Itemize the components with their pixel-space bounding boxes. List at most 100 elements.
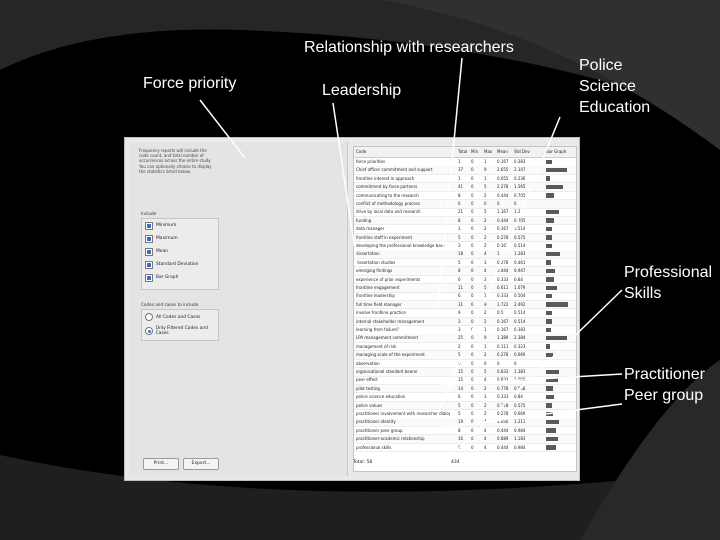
max-cell: 3 [484, 259, 487, 265]
sd-cell: 0.514 [514, 226, 526, 232]
include-option[interactable]: Maximum [142, 232, 218, 245]
code-cell: communicating to the research [356, 192, 419, 198]
table-row[interactable]: management of risk 2 0 1 0.111 0.323 [354, 343, 576, 352]
code-cell: conflict of methodology process [356, 201, 420, 206]
mean-cell: 0.333 [497, 276, 509, 282]
table-row[interactable]: drive by local data and research 21 0 5 1.16… [354, 208, 576, 217]
table-row[interactable]: dissertation 18 0 4 1 1.283 [354, 250, 576, 259]
table-row[interactable]: frontline interest in approach 1 0 1 0.055 0.… [354, 175, 576, 184]
total-cell: 16 [458, 436, 464, 442]
table-row[interactable]: full time field manager 31 0 9 1.722 2.492 [354, 300, 576, 310]
table-row[interactable]: internal stakeholder management 3 0 2 0.167 0… [354, 317, 576, 327]
column-header[interactable]: Max [484, 149, 493, 154]
table-row[interactable]: peer effect 15 0 4 0.833 1.098 [354, 376, 576, 385]
bar-graph-mark [546, 302, 568, 307]
sd-cell: 1.079 [514, 285, 526, 290]
include-group: Minimum Maximum Mean Standard Deviation Bar … [141, 218, 219, 290]
column-header[interactable]: Total [458, 149, 468, 154]
table-row[interactable]: LPA management commitment 25 0 9 1.389 2.384 [354, 334, 576, 343]
bar-graph-mark [546, 369, 560, 374]
table-row[interactable]: practitioner-academic relationship 16 0 4 0.… [354, 435, 576, 444]
mean-cell: 2.278 [497, 184, 509, 190]
sd-cell: 0.383 [514, 327, 526, 332]
print-button[interactable]: Print... [143, 458, 179, 470]
code-cell: internal stakeholder management [356, 318, 425, 324]
table-row[interactable]: communicating to the research 8 0 2 0.444 0.7… [354, 192, 576, 201]
table-row[interactable]: force priorities 1 0 1 0.167 0.383 [354, 158, 576, 167]
total-cell: 5 [458, 402, 461, 408]
bar-graph-mark [546, 419, 559, 425]
max-cell: 1 [484, 159, 487, 164]
column-header[interactable]: Mean [497, 149, 508, 154]
table-row[interactable]: experience of prior experiments 6 0 3 0.333 0… [354, 276, 576, 285]
column-header[interactable]: Std Dev [514, 149, 530, 154]
max-cell: 4 [484, 436, 487, 442]
export-button[interactable]: Export... [183, 458, 219, 470]
table-row[interactable]: developing the professional knowledge ba… [354, 242, 576, 251]
code-cell: practitioner peer group [356, 427, 403, 433]
checkbox-icon[interactable] [145, 221, 153, 230]
table-row[interactable]: managing scale of the experiment 5 0 2 0.278… [354, 351, 576, 360]
table-row[interactable]: frontline staff in experiment 5 0 2 0.278 0.5… [354, 233, 576, 243]
bar-graph-mark [546, 218, 554, 223]
table-row[interactable]: practitioner peer group 8 0 4 0.444 0.984 [354, 427, 576, 436]
min-cell: 0 [471, 385, 474, 391]
checkbox-icon[interactable] [145, 247, 153, 256]
min-cell: 0 [471, 369, 474, 374]
callout-force-priority: Force priority [143, 75, 237, 92]
table-row[interactable]: commitment by force partners 41 0 5 2.278 1.5… [354, 183, 576, 192]
checkbox-icon[interactable] [145, 260, 153, 269]
column-header[interactable]: Code [356, 149, 367, 154]
checkbox-icon[interactable] [145, 273, 153, 282]
table-row[interactable]: conflict of methodology process 0 0 0 0 0 [354, 200, 576, 209]
column-header[interactable]: Bar Graph [546, 149, 567, 154]
total-cell: 21 [458, 209, 464, 215]
table-row[interactable]: professional skills 8 0 4 0.444 0.984 [354, 444, 576, 453]
min-cell: 0 [471, 343, 474, 349]
bar-graph-mark [546, 310, 553, 316]
table-row[interactable]: frontline engagement 11 0 5 0.611 1.079 [354, 284, 576, 293]
table-row[interactable]: emerging findings 8 0 4 0.444 0.947 [354, 267, 576, 276]
mean-cell: 0.444 [497, 444, 509, 450]
scope-option[interactable]: All Codes and Cases [142, 310, 218, 324]
include-option[interactable]: Mean [142, 245, 218, 258]
radio-icon[interactable] [145, 313, 153, 321]
table-row[interactable]: learning from failure? 3 0 1 0.167 0.383 [354, 326, 576, 335]
table-row[interactable]: dissertation studies 5 0 3 0.278 0.461 [354, 259, 576, 268]
max-cell: 4 [484, 427, 487, 433]
min-cell: 0 [471, 192, 474, 198]
sd-cell: 1.183 [514, 436, 526, 442]
sd-cell: 1.2 [514, 209, 521, 215]
table-row[interactable]: frontline leadership 6 0 1 0.333 0.504 [354, 292, 576, 301]
checkbox-icon[interactable] [145, 234, 153, 243]
sd-cell: 1.283 [514, 251, 526, 257]
min-cell: 0 [471, 444, 474, 450]
table-row[interactable]: police science education 6 0 3 0.333 0.84 [354, 393, 576, 402]
table-row[interactable]: organisational standard bearer 15 0 5 0.833 1… [354, 368, 576, 377]
include-option[interactable]: Minimum [142, 219, 218, 232]
max-cell: 1 [484, 293, 487, 299]
table-row[interactable]: practitioner identity 19 0 4 1.056 1.211 [354, 418, 576, 427]
table-row[interactable]: pilot testing 14 0 2 0.778 0.548 [354, 384, 576, 394]
bar-graph-mark [546, 445, 556, 450]
column-header[interactable]: Min [471, 149, 479, 154]
bar-graph-mark [546, 159, 553, 164]
table-row[interactable]: observation 0 0 0 0 0 [354, 360, 576, 369]
include-group-title: Include [141, 211, 157, 216]
table-row[interactable]: practitioner involvement with researcher… [354, 410, 576, 419]
scope-option[interactable]: Only Filtered Codes and Cases [142, 324, 218, 338]
table-row[interactable]: funding 8 0 2 0.444 0.705 [354, 216, 576, 226]
table-row[interactable]: data manager 3 0 2 0.167 0.514 [354, 225, 576, 234]
radio-icon[interactable] [145, 327, 153, 335]
bar-graph-mark [546, 428, 556, 433]
table-row[interactable]: police values 5 0 2 0.278 0.575 [354, 401, 576, 411]
mean-cell: 0.833 [497, 369, 509, 374]
max-cell: 2 [484, 411, 487, 416]
max-cell: 2 [484, 318, 487, 324]
max-cell: 1 [484, 175, 487, 181]
include-option[interactable]: Standard Deviation [142, 258, 218, 271]
include-option[interactable]: Bar Graph [142, 271, 218, 284]
table-row[interactable]: Chief officer commitment and support 37 0 9… [354, 166, 576, 175]
table-row[interactable]: involve frontline practice 9 0 2 0.5 0.514 [354, 309, 576, 318]
